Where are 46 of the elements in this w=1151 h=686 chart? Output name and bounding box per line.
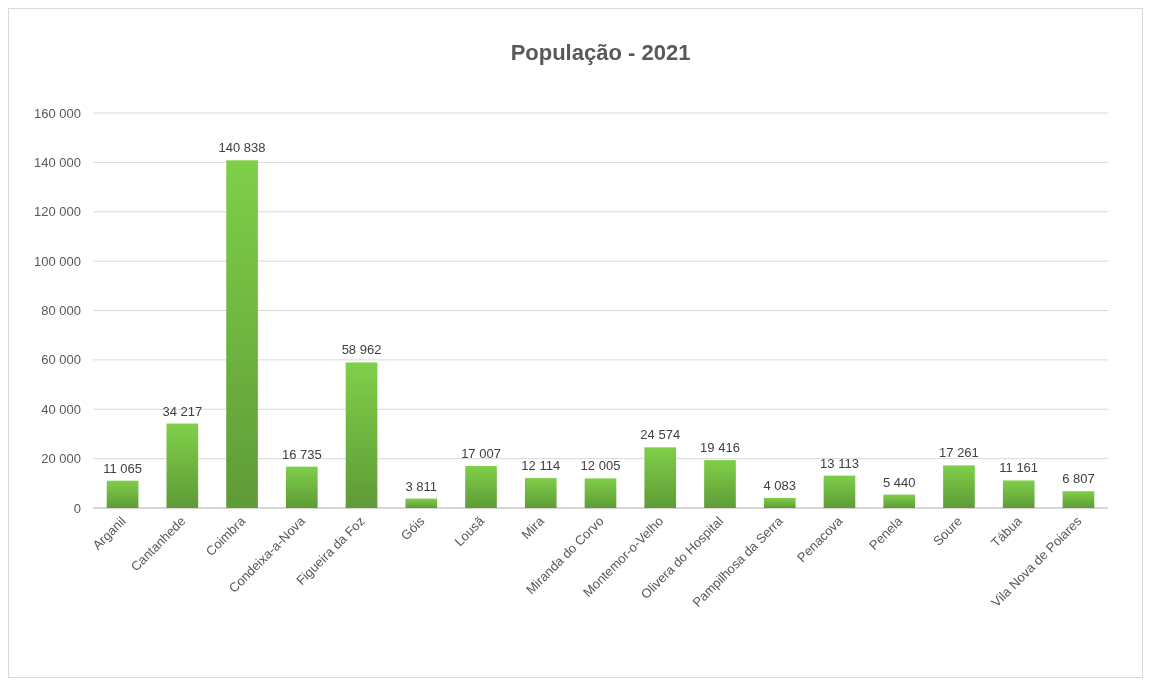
x-tick-label: Góis [397, 513, 428, 544]
bar [465, 466, 497, 508]
y-tick-label: 40 000 [41, 401, 81, 417]
bar [763, 497, 796, 508]
data-label: 3 811 [405, 478, 438, 494]
bar [524, 478, 557, 508]
bar [584, 478, 617, 508]
bar [704, 460, 736, 508]
x-tick-label: Mira [518, 512, 548, 542]
data-label: 12 114 [521, 458, 561, 474]
y-tick-label: 0 [73, 500, 81, 516]
data-label: 11 065 [103, 460, 142, 476]
y-tick-label: 100 000 [34, 253, 81, 269]
bar [883, 494, 916, 508]
y-tick-label: 60 000 [41, 352, 81, 368]
bar [285, 466, 318, 508]
y-tick-label: 20 000 [41, 451, 81, 467]
data-label: 4 083 [763, 477, 796, 493]
data-label: 17 007 [461, 446, 501, 462]
bar [1002, 480, 1035, 508]
bar [823, 475, 856, 508]
data-label: 24 574 [640, 427, 681, 443]
bar [644, 447, 677, 508]
data-label: 5 440 [882, 474, 916, 490]
data-label: 58 962 [341, 342, 382, 358]
bar [1062, 491, 1095, 508]
y-tick-label: 80 000 [41, 303, 81, 319]
y-tick-label: 140 000 [34, 154, 81, 170]
data-label: 11 161 [999, 460, 1039, 476]
chart-title: População - 2021 [510, 40, 691, 65]
data-label: 13 113 [820, 455, 859, 471]
bar [943, 465, 975, 508]
bar [226, 160, 258, 508]
bar [345, 362, 378, 508]
y-tick-label: 160 000 [34, 105, 81, 121]
data-label: 140 838 [218, 140, 266, 156]
bar [166, 423, 199, 508]
data-label: 16 735 [281, 446, 322, 462]
data-label: 19 416 [700, 440, 740, 456]
bar [405, 498, 438, 508]
bar [106, 480, 139, 508]
y-tick-label: 120 000 [34, 204, 81, 220]
data-label: 17 261 [939, 445, 979, 461]
data-label: 12 005 [580, 458, 621, 474]
data-label: 6 807 [1062, 471, 1095, 487]
data-label: 34 217 [162, 403, 203, 419]
